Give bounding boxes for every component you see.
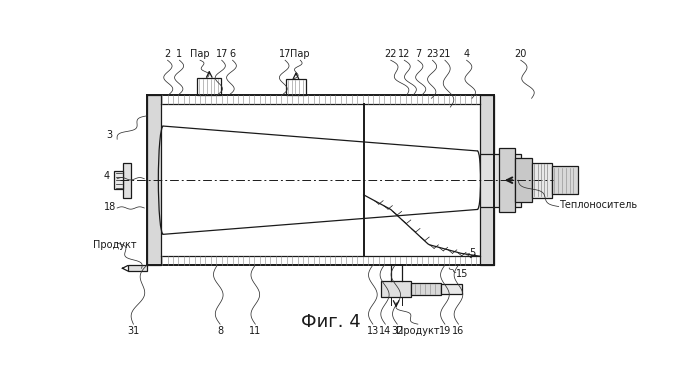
Bar xyxy=(122,163,131,198)
Text: 21: 21 xyxy=(439,49,451,59)
Text: Теплоноситель: Теплоноситель xyxy=(559,200,637,210)
Text: 5: 5 xyxy=(469,249,475,258)
Text: 8: 8 xyxy=(217,326,223,337)
Text: Продукт: Продукт xyxy=(93,239,136,250)
Text: 23: 23 xyxy=(426,49,439,59)
Bar xyxy=(128,265,147,271)
Text: 15: 15 xyxy=(456,269,468,279)
Bar xyxy=(381,281,411,297)
Text: 6: 6 xyxy=(229,49,236,59)
Text: 19: 19 xyxy=(439,326,451,337)
Bar xyxy=(515,158,532,202)
Bar xyxy=(480,154,521,206)
Text: Фиг. 4: Фиг. 4 xyxy=(301,313,361,331)
Bar xyxy=(552,166,578,194)
Text: 14: 14 xyxy=(379,326,391,337)
Bar xyxy=(441,284,462,294)
Text: 16: 16 xyxy=(452,326,465,337)
Text: 4: 4 xyxy=(463,49,470,59)
Bar xyxy=(532,163,552,198)
Bar xyxy=(115,171,122,189)
Text: 2: 2 xyxy=(164,49,171,59)
Text: 7: 7 xyxy=(415,49,421,59)
Text: 3: 3 xyxy=(106,130,113,140)
Text: 13: 13 xyxy=(367,326,379,337)
Bar xyxy=(411,283,441,295)
Bar xyxy=(286,79,306,95)
Text: 12: 12 xyxy=(398,49,410,59)
Text: 20: 20 xyxy=(514,49,527,59)
Text: 17: 17 xyxy=(215,49,228,59)
Text: 22: 22 xyxy=(384,49,397,59)
Text: Пар: Пар xyxy=(190,49,210,59)
Text: 11: 11 xyxy=(249,326,261,337)
Bar xyxy=(197,78,222,95)
Text: Продукт: Продукт xyxy=(396,326,440,337)
Bar xyxy=(499,148,515,212)
Text: 17: 17 xyxy=(279,49,291,59)
Bar xyxy=(147,95,161,265)
Text: 32: 32 xyxy=(391,326,403,337)
Text: Пар: Пар xyxy=(291,49,310,59)
Bar xyxy=(480,95,493,265)
Text: 1: 1 xyxy=(176,49,182,59)
Text: 18: 18 xyxy=(103,201,116,212)
Text: 4: 4 xyxy=(103,171,110,181)
Text: 31: 31 xyxy=(127,326,140,337)
